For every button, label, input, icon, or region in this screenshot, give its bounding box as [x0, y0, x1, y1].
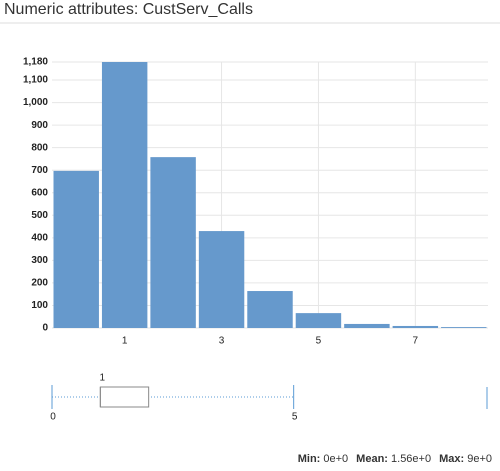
- page-title: Numeric attributes: CustServ_Calls: [4, 1, 253, 18]
- box: [99, 386, 150, 408]
- y-tick-label: 1,000: [23, 97, 48, 108]
- bar: [247, 291, 293, 328]
- x-tick-label: 7: [413, 336, 419, 347]
- bar: [295, 313, 342, 328]
- bar: [150, 157, 196, 328]
- stat-label: Max:: [439, 453, 465, 465]
- bar: [101, 62, 148, 328]
- median-label: 1: [100, 373, 106, 384]
- y-tick-label: 500: [31, 210, 48, 221]
- y-tick-label: 800: [31, 142, 48, 153]
- x-tick-label: 1: [122, 336, 128, 347]
- stat-value: 1.56e+0: [391, 453, 432, 465]
- x-tick-label: 5: [292, 412, 298, 423]
- bar: [344, 323, 390, 328]
- stat-label: Min:: [297, 453, 321, 465]
- y-tick-label: 1,180: [23, 57, 48, 68]
- y-tick-label: 600: [31, 187, 48, 198]
- bar: [53, 170, 99, 328]
- stat-label: Mean:: [356, 453, 388, 465]
- bar: [198, 231, 245, 328]
- y-tick-label: 400: [31, 232, 48, 243]
- y-tick-label: 200: [31, 278, 48, 289]
- y-tick-label: 1,100: [23, 75, 48, 86]
- bar: [441, 327, 487, 328]
- y-tick-label: 300: [31, 255, 48, 266]
- stats-bar: Min: 0e+0 Mean: 1.56e+0 Max: 9e+0: [290, 453, 492, 465]
- x-tick-label: 3: [219, 336, 225, 347]
- stat-value: 0e+0: [323, 453, 349, 465]
- y-tick-label: 700: [31, 165, 48, 176]
- y-tick-label: 0: [42, 323, 48, 334]
- bar: [392, 325, 439, 328]
- stat-value: 9e+0: [467, 453, 492, 465]
- x-tick-label: 0: [50, 412, 56, 423]
- x-tick-label: 5: [316, 336, 322, 347]
- y-tick-label: 900: [31, 120, 48, 131]
- y-tick-label: 100: [31, 300, 48, 311]
